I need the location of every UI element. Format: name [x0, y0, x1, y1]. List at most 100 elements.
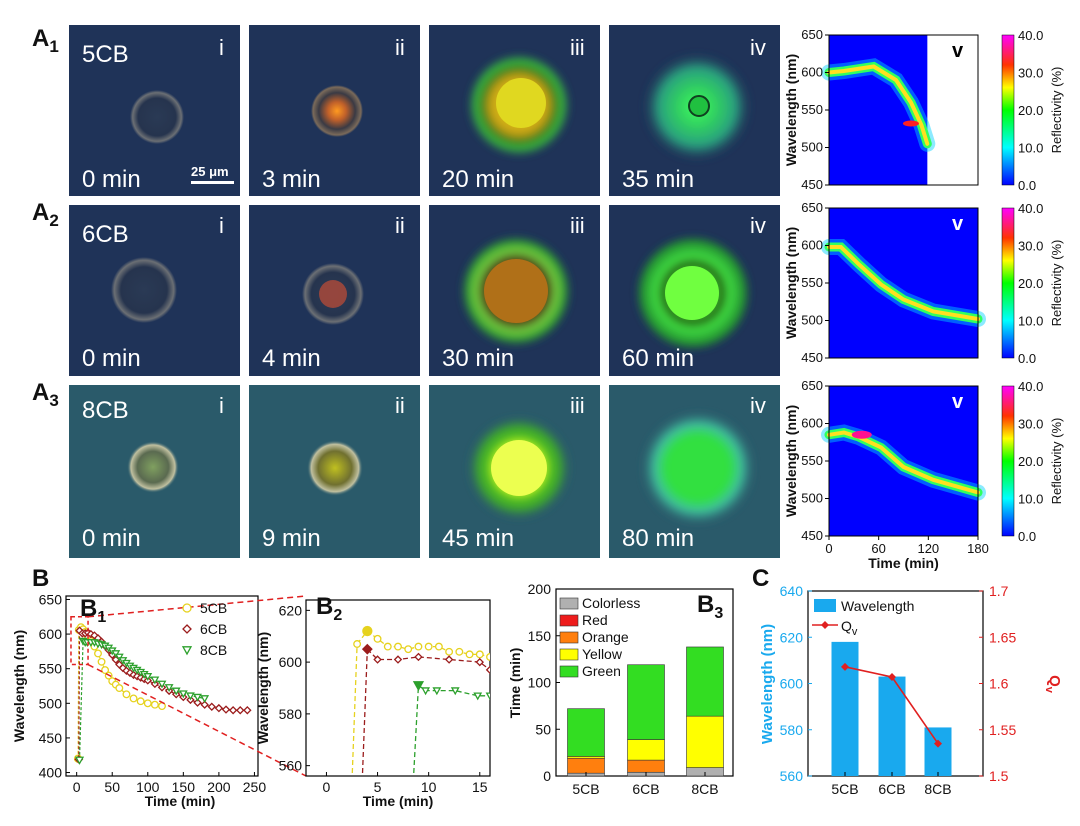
- data-point: [143, 673, 153, 681]
- y-tick-label: 650: [801, 200, 823, 215]
- material-label-6cb: 6CB: [82, 221, 129, 248]
- colorbar: [1001, 34, 1015, 186]
- data-point: [101, 666, 110, 675]
- y-tick-label: 650: [801, 27, 823, 42]
- panel-label-c: C: [752, 565, 769, 592]
- chart-b3: 0 50 100 150 200 Time (min) 5CB 6CB 8CB Colorless…: [507, 581, 734, 797]
- data-point: [475, 657, 484, 667]
- data-point: [150, 700, 159, 709]
- zoom-connector: [87, 663, 307, 777]
- data-point: [200, 700, 209, 709]
- y-tick-label: 500: [801, 140, 823, 155]
- series-drop-line: [351, 643, 358, 776]
- y-tick-label: 450: [801, 350, 823, 365]
- time-label: 80 min: [622, 525, 694, 552]
- bar-segment-Orange: [567, 757, 605, 774]
- bar-wavelength: [831, 641, 859, 776]
- chart-c: 5CB 6CB 8CB 560 580 600 620 640 Wavelength (nm) 1…: [759, 583, 1063, 797]
- y-tick-label: 200: [528, 581, 552, 597]
- data-point: [473, 692, 483, 701]
- heatmap-blank-region: [927, 35, 978, 185]
- y-tick-label: 580: [279, 706, 303, 722]
- y2-axis-label-sub: v: [1043, 687, 1055, 694]
- scale-bar: [191, 181, 234, 184]
- time-label: 9 min: [262, 525, 321, 552]
- x-tick-label: 50: [104, 779, 120, 795]
- roman-label: iv: [750, 393, 766, 418]
- colorbar-tick-label: 0.0: [1018, 351, 1036, 366]
- heatmap-background: [829, 208, 978, 358]
- y-tick-label: 400: [39, 765, 63, 781]
- x-tick-label: 150: [172, 779, 196, 795]
- micrograph-a1-iii: iii 20 min: [429, 25, 600, 196]
- x-tick-label: 200: [207, 779, 231, 795]
- heatmap-band-core: [827, 64, 930, 146]
- series-drop-line: [78, 630, 81, 760]
- colorbar-tick-label: 20.0: [1018, 454, 1043, 469]
- data-point: [228, 706, 238, 715]
- legend-swatch-Colorless: [559, 597, 579, 610]
- y2-tick-label: 1.55: [989, 722, 1016, 738]
- y-tick-label: 500: [39, 695, 63, 711]
- time-label: 45 min: [442, 525, 514, 552]
- data-point: [362, 625, 373, 637]
- data-point: [414, 642, 423, 651]
- material-label-5cb: 5CB: [82, 41, 129, 68]
- x-axis-label: Time (min): [868, 555, 939, 571]
- data-point: [186, 692, 195, 701]
- x-tick-label: 120: [917, 541, 939, 556]
- legend-label-qv-sub: v: [852, 626, 858, 638]
- colorbar-tick-label: 0.0: [1018, 178, 1036, 193]
- legend-swatch-wavelength: [814, 599, 836, 612]
- roman-label: iii: [570, 35, 585, 60]
- data-point: [475, 650, 484, 659]
- y-tick-label: 450: [39, 730, 63, 746]
- y-tick-label: 450: [801, 177, 823, 192]
- data-point: [404, 645, 413, 654]
- roman-label: iii: [570, 213, 585, 238]
- data-point: [178, 690, 188, 699]
- micrograph-a2-iv: iv 60 min: [609, 205, 780, 376]
- data-point: [424, 642, 433, 651]
- panel-label-a1: A1: [32, 25, 59, 56]
- x-tick-label: 10: [421, 779, 437, 795]
- y2-tick-label: 1.7: [989, 583, 1009, 599]
- roman-label: ii: [395, 213, 405, 238]
- y-tick-label: 0: [543, 768, 551, 784]
- data-point: [888, 673, 896, 682]
- colorbar-tick-label: 10.0: [1018, 314, 1043, 329]
- plot-area: [73, 623, 252, 765]
- y-tick-label: 550: [801, 102, 823, 117]
- x-tick-label: 100: [136, 779, 160, 795]
- panel-label-a2: A2: [32, 199, 59, 230]
- time-label: 60 min: [622, 345, 694, 372]
- data-point: [393, 655, 403, 664]
- heatmap-band-core: [827, 430, 980, 495]
- y-axis-label: Wavelength (nm): [783, 54, 799, 166]
- x-tick-label: 5CB: [831, 781, 858, 797]
- data-point: [193, 698, 202, 707]
- data-point: [445, 647, 454, 656]
- time-label: 0 min: [82, 166, 141, 193]
- data-point: [373, 634, 382, 643]
- y-axis-label: Wavelength (nm): [255, 632, 271, 744]
- heatmap-peak: [851, 430, 872, 439]
- legend-label-Yellow: Yellow: [582, 646, 623, 662]
- plot-area: [351, 625, 490, 776]
- data-point: [150, 676, 160, 685]
- y-axis-label: Wavelength (nm): [759, 624, 776, 744]
- data-point: [465, 650, 474, 659]
- legend-swatch-Red: [559, 614, 579, 627]
- bar-segment-Green: [686, 646, 724, 717]
- y-tick-label: 150: [528, 628, 552, 644]
- y-tick-label: 620: [780, 629, 804, 645]
- data-point: [207, 702, 216, 711]
- data-point: [129, 694, 138, 703]
- x-tick-label: 180: [967, 541, 989, 556]
- legend-marker-qv: [821, 621, 829, 629]
- bar-segment-Green: [627, 664, 665, 740]
- roman-label: i: [219, 35, 224, 60]
- time-label: 3 min: [262, 166, 321, 193]
- micrograph-a3-ii: ii 9 min: [249, 385, 420, 558]
